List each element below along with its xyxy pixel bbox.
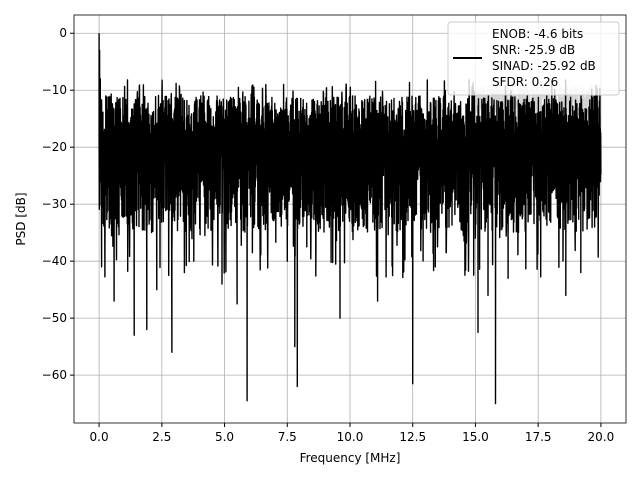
x-tick-label: 7.5 — [278, 430, 297, 444]
legend-enob: ENOB: -4.6 bits — [492, 27, 583, 41]
legend-sfdr: SFDR: 0.26 — [492, 75, 558, 89]
y-tick-label: −30 — [42, 197, 67, 211]
x-tick-label: 20.0 — [588, 430, 615, 444]
x-tick-label: 15.0 — [462, 430, 489, 444]
x-axis-label: Frequency [MHz] — [300, 451, 401, 465]
legend: ENOB: -4.6 bits SNR: -25.9 dB SINAD: -25… — [447, 21, 620, 96]
y-tick-label: −20 — [42, 140, 67, 154]
y-tick-label: −60 — [42, 368, 67, 382]
x-tick-label: 17.5 — [525, 430, 552, 444]
x-axis-ticks: 0.0 2.5 5.0 7.5 10.0 12.5 15.0 17.5 20.0 — [90, 423, 615, 444]
series-line-psd — [98, 33, 602, 405]
y-axis-ticks: 0 −10 −20 −30 −40 −50 −60 — [42, 26, 74, 382]
y-tick-label: −50 — [42, 311, 67, 325]
y-tick-label: −10 — [42, 83, 67, 97]
x-tick-label: 2.5 — [152, 430, 171, 444]
y-axis-label: PSD [dB] — [14, 192, 28, 245]
legend-box — [447, 21, 620, 96]
x-tick-label: 12.5 — [399, 430, 426, 444]
y-tick-label: −40 — [42, 254, 67, 268]
x-tick-label: 5.0 — [215, 430, 234, 444]
legend-sinad: SINAD: -25.92 dB — [492, 59, 596, 73]
legend-snr: SNR: -25.9 dB — [492, 43, 575, 57]
y-tick-label: 0 — [59, 26, 67, 40]
x-tick-label: 0.0 — [90, 430, 109, 444]
x-tick-label: 10.0 — [337, 430, 364, 444]
